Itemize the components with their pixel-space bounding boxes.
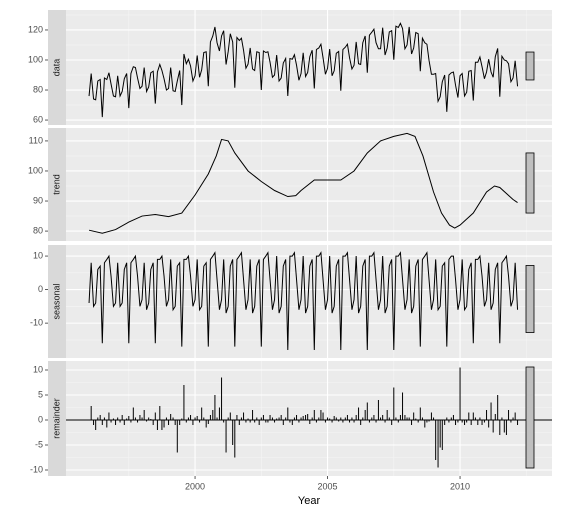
y-tick-label: 10 [33,364,43,374]
y-tick-label: 80 [33,225,43,235]
y-tick-label: 60 [33,114,43,124]
range-bar [525,51,535,81]
y-tick-label: 90 [33,195,43,205]
x-tick-label: 2005 [318,481,338,491]
y-tick-label: 100 [28,54,43,64]
y-tick-label: 80 [33,84,43,94]
y-tick-label: -10 [30,464,43,474]
range-bar [525,152,535,214]
series-line [88,132,518,234]
y-tick-label: -5 [35,439,43,449]
y-tick-label: 110 [29,135,43,145]
range-bar [525,265,535,333]
strip [48,245,66,358]
y-tick-label: -10 [30,318,43,328]
y-tick-label: 10 [33,250,43,260]
range-bar [525,366,535,469]
strip-label: seasonal [51,283,61,319]
panel-background [66,10,552,125]
panel-background [66,245,552,358]
strip-label: trend [51,174,61,195]
y-tick-label: 0 [38,414,43,424]
x-axis-title: Year [298,495,321,507]
panel-background [66,361,552,476]
y-tick-label: 5 [38,389,43,399]
y-tick-label: 0 [38,284,43,294]
series-line [88,251,519,350]
y-tick-label: 100 [28,165,43,175]
strip-label: data [51,59,61,77]
strip [48,10,66,125]
x-tick-label: 2010 [450,481,470,491]
strip [48,128,66,241]
x-tick-label: 2000 [185,481,205,491]
strip-label: remainder [51,398,61,439]
y-tick-label: 120 [28,24,43,34]
strip [48,361,66,476]
series-line [88,22,519,118]
